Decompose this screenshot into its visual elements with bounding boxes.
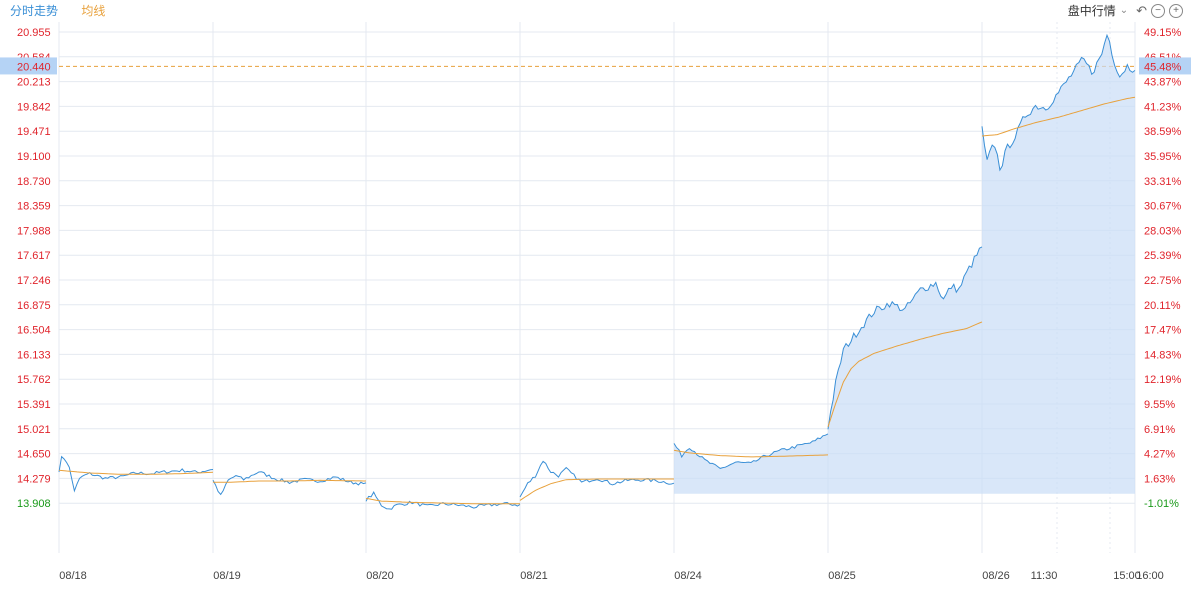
x-tick-time: 15:00 <box>1113 570 1141 582</box>
average-line-day <box>213 479 366 483</box>
y-tick-price: 15.391 <box>17 399 51 411</box>
y-tick-percent: 1.63% <box>1144 473 1175 485</box>
y-tick-price: 15.762 <box>17 374 51 386</box>
y-tick-price: 16.875 <box>17 300 51 312</box>
price-line-day <box>827 246 983 430</box>
legend-time-sharing[interactable]: 分时走势 <box>10 4 59 18</box>
y-tick-price: 17.617 <box>17 250 51 262</box>
price-line-day <box>365 491 521 510</box>
zoom-out-icon[interactable]: − <box>1151 3 1165 18</box>
price-fill-day <box>982 35 1135 494</box>
current-price-label: 20.440 <box>17 61 51 73</box>
average-line-day <box>58 469 214 475</box>
average-line-day <box>519 478 674 501</box>
chart-legend: 分时走势 均线 <box>10 2 125 19</box>
y-tick-price: 13.908 <box>17 498 51 510</box>
y-tick-percent: 20.11% <box>1144 300 1181 312</box>
y-tick-price: 19.100 <box>17 151 51 163</box>
current-pct-box <box>1139 57 1191 75</box>
y-tick-percent: 33.31% <box>1144 176 1182 188</box>
y-tick-percent: 4.27% <box>1144 449 1175 461</box>
chevron-down-icon[interactable]: ⌄ <box>1119 5 1129 16</box>
price-line-day <box>981 33 1136 172</box>
y-tick-price: 15.021 <box>17 424 51 436</box>
y-tick-percent: 35.95% <box>1144 151 1182 163</box>
legend-average-line[interactable]: 均线 <box>81 4 106 18</box>
average-line-day <box>673 449 829 458</box>
y-tick-percent: -1.01% <box>1144 498 1179 510</box>
y-tick-price: 18.359 <box>17 201 51 213</box>
x-tick-day: 08/20 <box>366 570 394 582</box>
undo-icon[interactable]: ↶ <box>1136 2 1147 18</box>
x-tick-time: 16:00 <box>1136 570 1164 582</box>
y-tick-percent: 38.59% <box>1144 126 1182 138</box>
x-tick-day: 08/26 <box>982 570 1010 582</box>
chart-axes: 20.95520.58420.21319.84219.47119.10018.7… <box>0 27 1191 582</box>
price-line-day <box>673 433 829 469</box>
y-tick-percent: 6.91% <box>1144 424 1175 436</box>
x-tick-day: 08/25 <box>828 570 856 582</box>
y-tick-price: 19.471 <box>17 126 51 138</box>
mode-select[interactable]: 盘中行情 <box>1067 4 1116 18</box>
price-line-day <box>58 455 214 493</box>
price-fill-day <box>674 433 828 494</box>
y-tick-price: 16.504 <box>17 325 51 337</box>
x-tick-day: 08/18 <box>59 570 87 582</box>
average-line-day <box>981 96 1136 137</box>
y-tick-percent: 22.75% <box>1144 275 1182 287</box>
y-tick-percent: 14.83% <box>1144 349 1182 361</box>
y-tick-price: 18.730 <box>17 176 51 188</box>
x-tick-time: 11:30 <box>1031 570 1058 582</box>
y-tick-price: 16.133 <box>17 349 51 361</box>
price-line-day <box>212 471 367 496</box>
current-price-box <box>0 57 57 75</box>
y-tick-price: 20.213 <box>17 77 51 89</box>
average-line-day <box>365 497 520 505</box>
y-tick-price: 20.955 <box>17 27 51 39</box>
y-tick-percent: 49.15% <box>1144 27 1182 39</box>
y-tick-percent: 25.39% <box>1144 250 1182 262</box>
chart-lines <box>58 33 1136 510</box>
y-tick-price: 17.988 <box>17 225 51 237</box>
chart-controls: 盘中行情 ⌄ ↶ − + <box>1068 2 1183 19</box>
x-tick-day: 08/21 <box>520 570 548 582</box>
y-tick-percent: 43.87% <box>1144 77 1182 89</box>
y-tick-percent: 30.67% <box>1144 201 1182 213</box>
x-tick-day: 08/24 <box>674 570 702 582</box>
y-tick-percent: 17.47% <box>1144 325 1182 337</box>
y-tick-price: 17.246 <box>17 275 51 287</box>
zoom-in-icon[interactable]: + <box>1169 3 1183 18</box>
average-line-day <box>827 321 983 427</box>
y-tick-price: 14.279 <box>17 473 51 485</box>
x-tick-day: 08/19 <box>213 570 241 582</box>
y-tick-price: 14.650 <box>17 449 51 461</box>
price-fill-area <box>674 35 1135 494</box>
price-fill-day <box>828 246 982 494</box>
y-tick-percent: 41.23% <box>1144 101 1182 113</box>
y-tick-price: 19.842 <box>17 101 51 113</box>
current-pct-label: 45.48% <box>1144 61 1182 73</box>
y-tick-percent: 12.19% <box>1144 374 1182 386</box>
y-tick-percent: 9.55% <box>1144 399 1175 411</box>
y-tick-percent: 28.03% <box>1144 225 1182 237</box>
